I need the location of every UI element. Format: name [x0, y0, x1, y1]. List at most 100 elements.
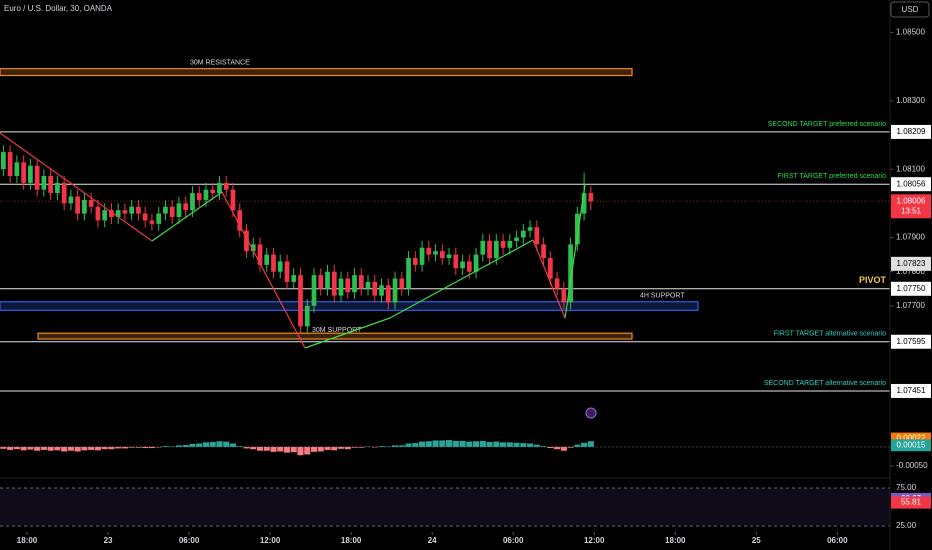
candle-body: [399, 278, 405, 289]
level-name: SECOND TARGET preferred scenario: [768, 121, 886, 128]
candle-body: [271, 254, 276, 272]
trend-line: [564, 184, 586, 319]
macd-bar: [371, 446, 378, 448]
trend-line: [151, 191, 223, 242]
trend-line: [304, 239, 534, 349]
candle-body: [493, 240, 499, 259]
macd-bar: [202, 442, 209, 447]
candle-body: [318, 275, 324, 289]
candle-body: [358, 275, 364, 289]
x-tick-label: 12:00: [260, 536, 281, 545]
candle-body: [419, 247, 425, 265]
macd-bar: [81, 446, 88, 451]
candle-body: [102, 210, 108, 221]
x-tick-label: 06:00: [179, 536, 200, 545]
zone-label: 30M SUPPORT: [312, 327, 362, 334]
rsi-tick-label: 75.00: [896, 483, 917, 492]
price-marker-label: 1.08006: [897, 196, 926, 205]
macd-bar: [358, 446, 365, 448]
macd-bar: [297, 446, 304, 456]
candle-body: [372, 281, 378, 296]
macd-bar: [169, 446, 176, 448]
macd-bar: [290, 446, 297, 453]
x-tick-label: 06:00: [503, 536, 524, 545]
candle-body: [14, 162, 20, 176]
zone: [37, 332, 633, 340]
candle-body: [338, 278, 344, 296]
macd-bar: [101, 446, 108, 450]
x-tick-label: 12:00: [584, 536, 605, 545]
macd-marker-label: 0.00022: [897, 434, 926, 443]
candle-body: [75, 196, 81, 214]
candle-body: [68, 196, 74, 204]
y-tick-label: 1.07900: [896, 233, 925, 242]
macd-bar: [263, 446, 270, 451]
macd-bar: [108, 446, 115, 450]
candle-body: [554, 278, 560, 289]
currency-button[interactable]: [890, 1, 930, 18]
candle-body: [487, 240, 492, 259]
macd-bar: [405, 443, 412, 447]
macd-bar: [47, 446, 54, 451]
level-price-label: 1.07750: [897, 284, 926, 293]
macd-bar: [310, 446, 318, 452]
macd-bar: [229, 443, 237, 447]
candle-body: [277, 261, 283, 272]
chart-title: Euro / U.S. Dollar, 30, OANDA: [4, 4, 113, 13]
candle-body: [433, 251, 438, 255]
candle-body: [61, 182, 67, 204]
macd-bar: [54, 446, 61, 451]
macd-bar: [142, 446, 149, 449]
y-tick-label: 1.08300: [896, 96, 925, 105]
trend-line: [532, 239, 566, 319]
event-icon[interactable]: [585, 407, 597, 419]
candle-body: [55, 182, 60, 194]
macd-bar: [256, 446, 264, 451]
macd-bar: [317, 446, 324, 452]
candle-body: [500, 240, 506, 248]
level-price-box: [891, 281, 931, 296]
macd-bar: [135, 446, 142, 448]
macd-marker-label: 0.00015: [897, 440, 926, 449]
candle-body: [28, 165, 33, 183]
candle-body: [1, 152, 6, 170]
candle-body: [453, 254, 459, 269]
candle-body: [466, 261, 472, 272]
level-price-label: 1.07595: [897, 337, 926, 346]
candle-body: [183, 203, 189, 211]
macd-bar: [115, 446, 122, 449]
macd-bar: [304, 446, 311, 455]
macd-bar: [486, 441, 493, 447]
candle-body: [304, 305, 310, 327]
candle-body: [298, 275, 303, 327]
macd-bar: [378, 446, 385, 447]
candle-body: [527, 227, 533, 231]
candle-body: [115, 210, 121, 218]
macd-bar: [533, 444, 540, 447]
macd-bar: [439, 440, 446, 447]
macd-bar: [250, 446, 257, 450]
candle-body: [379, 285, 384, 296]
macd-bar: [581, 442, 588, 447]
macd-bar: [175, 445, 182, 447]
candle-body: [331, 271, 337, 296]
macd-bar: [560, 446, 567, 451]
macd-bar: [574, 444, 581, 447]
candle-body: [473, 254, 479, 272]
macd-bar: [337, 446, 345, 449]
candle-body: [547, 258, 553, 279]
macd-bar: [223, 441, 230, 447]
currency-label[interactable]: USD: [902, 5, 919, 14]
candle-body: [203, 189, 209, 200]
macd-bar: [40, 446, 47, 450]
candle-body: [136, 206, 141, 214]
x-tick-label: 25: [752, 536, 761, 545]
macd-bar: [344, 446, 351, 450]
zone: [0, 301, 699, 311]
macd-bar: [277, 446, 284, 452]
macd-bar: [209, 441, 216, 447]
macd-bar: [283, 446, 291, 453]
